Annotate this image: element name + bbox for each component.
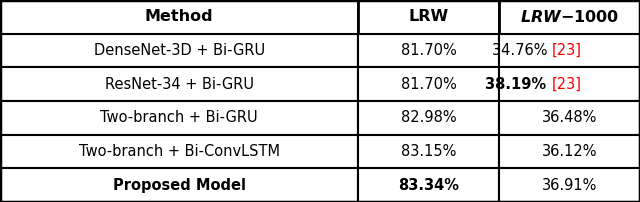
- Bar: [358, 34, 499, 67]
- Text: 81.70%: 81.70%: [401, 43, 457, 58]
- Text: 36.91%: 36.91%: [542, 178, 597, 193]
- Text: 81.70%: 81.70%: [401, 77, 457, 92]
- Bar: [499, 0, 640, 34]
- Text: 34.76%: 34.76%: [492, 43, 552, 58]
- Bar: [0, 135, 358, 168]
- Bar: [0, 101, 358, 135]
- Bar: [0, 168, 358, 202]
- Bar: [499, 34, 640, 67]
- Bar: [358, 135, 499, 168]
- Text: 82.98%: 82.98%: [401, 110, 456, 125]
- Text: Method: Method: [145, 9, 214, 24]
- Text: LRW: LRW: [409, 9, 449, 24]
- Bar: [499, 135, 640, 168]
- Bar: [0, 67, 358, 101]
- Text: [23]: [23]: [552, 43, 582, 58]
- Bar: [499, 168, 640, 202]
- Text: 83.15%: 83.15%: [401, 144, 456, 159]
- Bar: [0, 34, 358, 67]
- Text: Two-branch + Bi-ConvLSTM: Two-branch + Bi-ConvLSTM: [79, 144, 280, 159]
- Text: 36.48%: 36.48%: [542, 110, 597, 125]
- Text: Two-branch + Bi-GRU: Two-branch + Bi-GRU: [100, 110, 258, 125]
- Bar: [0, 0, 358, 34]
- Bar: [358, 0, 499, 34]
- Bar: [499, 67, 640, 101]
- Text: $\bfit{LRW}$$\mathbf{-1000}$: $\bfit{LRW}$$\mathbf{-1000}$: [520, 9, 620, 25]
- Text: 38.19%: 38.19%: [485, 77, 552, 92]
- Text: Proposed Model: Proposed Model: [113, 178, 246, 193]
- Bar: [358, 101, 499, 135]
- Text: DenseNet-3D + Bi-GRU: DenseNet-3D + Bi-GRU: [93, 43, 265, 58]
- Text: 83.34%: 83.34%: [398, 178, 460, 193]
- Bar: [358, 67, 499, 101]
- Bar: [499, 101, 640, 135]
- Text: 36.12%: 36.12%: [542, 144, 597, 159]
- Text: ResNet-34 + Bi-GRU: ResNet-34 + Bi-GRU: [105, 77, 253, 92]
- Bar: [358, 168, 499, 202]
- Text: [23]: [23]: [552, 77, 582, 92]
